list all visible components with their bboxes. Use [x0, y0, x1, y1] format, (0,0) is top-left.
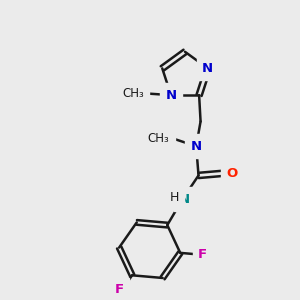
Text: N: N [179, 193, 190, 206]
Text: F: F [115, 283, 124, 296]
Text: CH₃: CH₃ [122, 87, 144, 100]
Text: N: N [190, 140, 202, 153]
Text: H: H [169, 191, 179, 204]
Text: O: O [226, 167, 237, 180]
Text: F: F [198, 248, 207, 261]
Text: CH₃: CH₃ [147, 132, 169, 146]
Text: N: N [165, 88, 176, 102]
Text: N: N [202, 62, 213, 75]
